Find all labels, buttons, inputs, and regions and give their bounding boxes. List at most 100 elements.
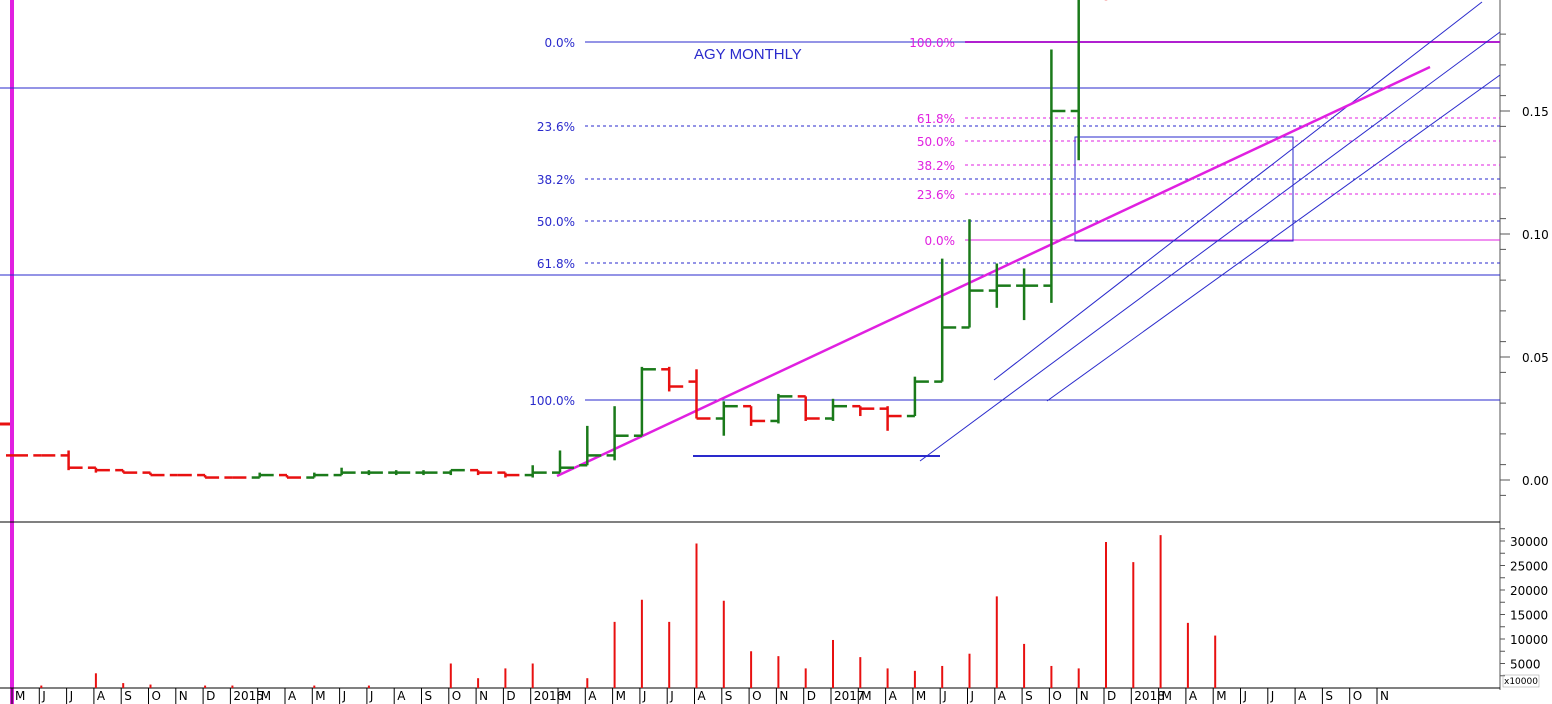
price-bar xyxy=(87,466,110,473)
fib-right-label-236: 23.6% xyxy=(917,188,955,202)
price-bar xyxy=(360,470,383,476)
price-bar xyxy=(961,219,984,329)
price-bar xyxy=(388,470,411,476)
x-tick-label: D xyxy=(206,689,215,703)
x-tick-label: M xyxy=(561,689,571,703)
x-tick-label: N xyxy=(779,689,788,703)
trendline xyxy=(556,65,1431,478)
price-tick-label: 0.15 xyxy=(1522,105,1549,119)
fib-left-label-0: 0.0% xyxy=(545,36,576,50)
x-tick-label: A xyxy=(698,689,707,703)
x-tick-label: A xyxy=(397,689,406,703)
x-tick-label: N xyxy=(1380,689,1389,703)
x-tick-label: D xyxy=(506,689,515,703)
x-tick-label: 2018 xyxy=(1134,689,1165,703)
price-bar xyxy=(442,468,465,476)
price-axis: 0.000.050.100.150.200.250.30 xyxy=(1500,33,1549,496)
price-bar xyxy=(661,366,684,392)
x-tick-label: O xyxy=(1052,689,1061,703)
price-bar xyxy=(115,468,138,474)
fib-right-label-1000: 100.0% xyxy=(909,36,955,50)
x-tick-label: O xyxy=(152,689,161,703)
chart-title: AGY MONTHLY xyxy=(694,46,802,63)
x-tick-label: J xyxy=(970,689,975,703)
price-bar xyxy=(852,404,875,417)
fib-left-label-1000: 100.0% xyxy=(529,394,575,408)
x-tick-label: A xyxy=(998,689,1007,703)
price-bar xyxy=(606,406,629,461)
x-tick-label: S xyxy=(725,689,733,703)
x-tick-label: J xyxy=(1270,689,1275,703)
x-tick-label: O xyxy=(752,689,761,703)
price-bar xyxy=(879,406,902,431)
price-bar xyxy=(415,470,438,476)
price-bar xyxy=(633,366,656,437)
price-tick-label: 0.10 xyxy=(1522,228,1549,242)
price-bar xyxy=(825,398,847,421)
x-tick-label: A xyxy=(889,689,898,703)
volume-tick-label: 20000 xyxy=(1510,584,1548,598)
volume-tick-label: 5000 xyxy=(1510,658,1541,672)
volume-multiplier-label: x10000 xyxy=(1504,677,1538,687)
price-bar xyxy=(579,425,602,467)
volume-tick-label: 15000 xyxy=(1510,609,1548,623)
price-bar xyxy=(279,473,301,479)
x-tick-label: 2016 xyxy=(534,689,565,703)
price-bar xyxy=(251,472,274,479)
price-bar xyxy=(497,471,520,478)
price-bar xyxy=(306,472,329,479)
x-tick-label: S xyxy=(124,689,132,703)
channel-line-lower xyxy=(1046,74,1501,402)
price-bar xyxy=(770,393,793,424)
x-tick-label: M xyxy=(261,689,271,703)
x-tick-label: N xyxy=(479,689,488,703)
volume-tick-label: 30000 xyxy=(1510,535,1548,549)
x-tick-label: M xyxy=(916,689,926,703)
price-bar xyxy=(988,263,1011,308)
x-tick-label: J xyxy=(69,689,74,703)
price-bar xyxy=(1043,49,1066,303)
volume-tick-label: 10000 xyxy=(1510,633,1548,647)
price-bar xyxy=(142,471,165,477)
channel-line-middle xyxy=(919,31,1501,462)
price-bar xyxy=(333,467,356,477)
volume-tick-label: 25000 xyxy=(1510,560,1548,574)
price-bar xyxy=(60,450,83,471)
consolidation-box xyxy=(1074,136,1294,242)
x-tick-label: O xyxy=(1353,689,1362,703)
price-tick-label: 0.05 xyxy=(1522,351,1549,365)
x-tick-label: M xyxy=(616,689,626,703)
volume-axis: 5000 10000 15000 20000 25000 30000 x10000 xyxy=(1500,528,1548,688)
x-tick-label: A xyxy=(288,689,297,703)
fib-left-group: 0.0% 23.6% 38.2% 50.0% 61.8% 100.0% xyxy=(529,36,1500,408)
x-tick-label: S xyxy=(1325,689,1333,703)
x-tick-label: S xyxy=(425,689,433,703)
x-tick-label: A xyxy=(1298,689,1307,703)
fib-right-group: 100.0% 61.8% 50.0% 38.2% 23.6% 0.0% xyxy=(909,36,1500,248)
price-bars xyxy=(6,0,1108,479)
x-tick-label: N xyxy=(1080,689,1089,703)
price-bar xyxy=(552,450,574,474)
x-tick-label: J xyxy=(342,689,347,703)
price-tick-label: 0.00 xyxy=(1522,474,1549,488)
x-tick-label: J xyxy=(1243,689,1248,703)
x-tick-label: 2015 xyxy=(233,689,264,703)
price-bar xyxy=(1016,268,1039,321)
x-tick-label: N xyxy=(179,689,188,703)
fib-right-label-618: 61.8% xyxy=(917,112,955,126)
x-tick-label: M xyxy=(1162,689,1172,703)
channel-line-upper xyxy=(993,1,1483,381)
x-tick-label: J xyxy=(369,689,374,703)
fib-right-label-500: 50.0% xyxy=(917,135,955,149)
volume-bars xyxy=(40,535,1217,688)
x-tick-label: M xyxy=(1216,689,1226,703)
x-tick-label: M xyxy=(315,689,325,703)
price-bar xyxy=(906,376,929,418)
x-tick-label: A xyxy=(1189,689,1198,703)
fib-left-label-382: 38.2% xyxy=(537,173,575,187)
x-tick-label: J xyxy=(41,689,46,703)
x-tick-label: J xyxy=(942,689,947,703)
volume-multiplier-box xyxy=(1502,674,1540,688)
